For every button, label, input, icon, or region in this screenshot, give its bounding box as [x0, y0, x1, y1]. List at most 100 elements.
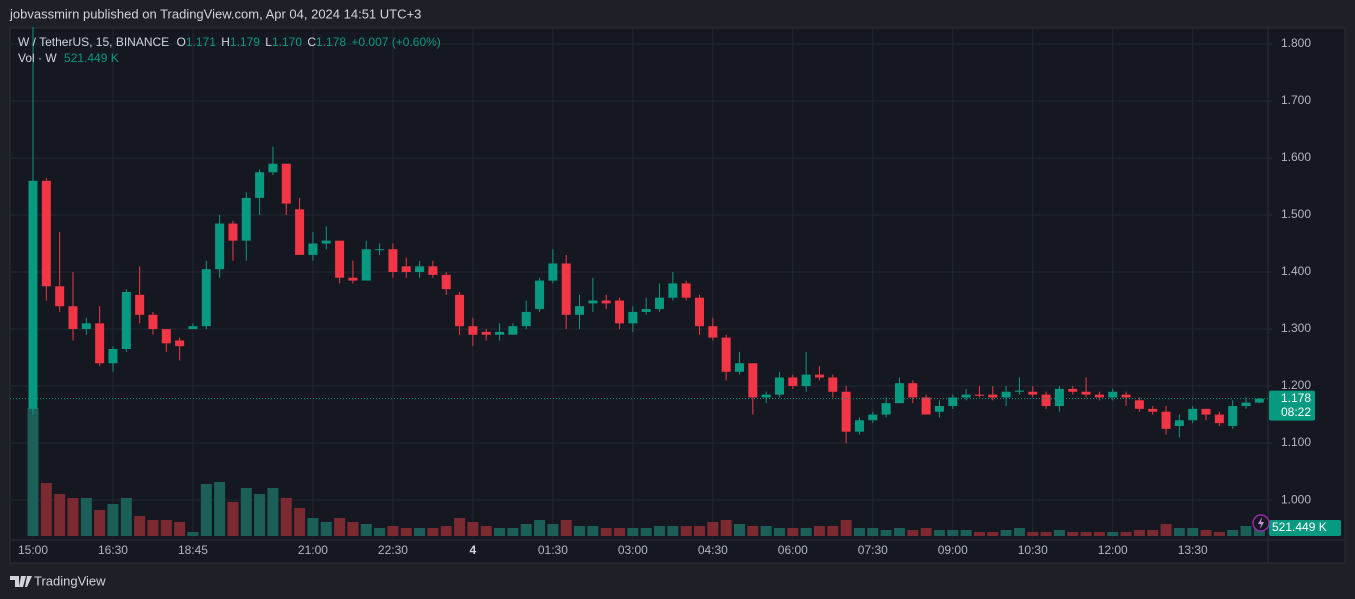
- candle-body: [148, 314, 158, 330]
- candle-body: [55, 286, 65, 307]
- x-tick-label: 01:30: [538, 543, 568, 557]
- candle-body: [308, 243, 318, 255]
- candle-body: [894, 383, 904, 404]
- volume-bar: [454, 518, 466, 536]
- candle-body: [868, 414, 878, 421]
- volume-bar: [614, 528, 626, 536]
- candle-body: [1054, 388, 1064, 407]
- volume-bar: [374, 528, 386, 536]
- volume-bar: [600, 528, 612, 536]
- volume-bar: [707, 522, 719, 536]
- candle-body: [788, 377, 798, 387]
- volume-bar: [360, 524, 372, 536]
- volume-bar: [787, 528, 799, 536]
- candle-body: [175, 340, 185, 347]
- volume-bar: [480, 526, 492, 536]
- candle-body: [641, 309, 651, 312]
- candle-body: [1041, 394, 1051, 407]
- y-tick-label: 1.600: [1281, 150, 1311, 164]
- volume-bar: [1187, 528, 1199, 536]
- candle-body: [95, 323, 105, 364]
- x-tick-label: 21:00: [298, 543, 328, 557]
- volume-bar: [973, 532, 985, 536]
- y-tick-label: 1.700: [1281, 93, 1311, 107]
- volume-bar: [1067, 532, 1079, 536]
- volume-bar: [907, 530, 919, 536]
- candle-body: [375, 249, 385, 251]
- volume-bar: [1053, 530, 1065, 536]
- volume-bar: [240, 488, 252, 536]
- volume-bar: [587, 526, 599, 536]
- volume-bar: [1173, 528, 1185, 536]
- volume-bar: [267, 488, 279, 536]
- volume-bar: [67, 498, 79, 536]
- legend-o-label: O: [177, 35, 186, 49]
- candle-body: [481, 331, 491, 335]
- legend: W / TetherUS, 15, BINANCE O1.171 H1.179 …: [18, 35, 441, 49]
- candle-body: [668, 283, 678, 298]
- candle-body: [655, 297, 665, 310]
- candle-body: [281, 163, 291, 204]
- candle-body: [335, 240, 345, 278]
- candle-body: [188, 326, 198, 330]
- volume-bar: [94, 510, 106, 536]
- candle-body: [1014, 390, 1024, 392]
- volume-bar: [720, 520, 732, 536]
- candle-body: [441, 274, 451, 290]
- legend-symbol: W / TetherUS, 15, BINANCE: [18, 35, 169, 49]
- last-price-label: 1.178: [1281, 391, 1311, 405]
- alert-bolt: [1258, 517, 1264, 529]
- chart-area: [9, 27, 1346, 564]
- legend-c-label: C: [307, 35, 316, 49]
- candle-body: [881, 403, 891, 415]
- volume-pill-label: 521.449 K: [1272, 520, 1327, 534]
- volume-bar: [1080, 532, 1092, 536]
- candle-body: [1148, 408, 1158, 412]
- volume-bar: [494, 528, 506, 536]
- candle-body: [841, 391, 851, 432]
- volume-bar: [893, 528, 905, 536]
- volume-bar: [294, 508, 306, 536]
- candles: [28, 26, 1264, 444]
- volume-bar: [574, 526, 586, 536]
- x-tick-label: 07:30: [858, 543, 888, 557]
- candle-body: [588, 300, 598, 304]
- volume-bar: [947, 530, 959, 536]
- y-tick-label: 1.100: [1281, 435, 1311, 449]
- candle-body: [814, 374, 824, 378]
- volume-bar: [680, 526, 692, 536]
- volume-bar: [987, 532, 999, 536]
- y-tick-label: 1.200: [1281, 378, 1311, 392]
- candle-body: [108, 348, 118, 364]
- x-tick-label: 06:00: [778, 543, 808, 557]
- legend-change: +0.007 (+0.60%): [351, 35, 440, 49]
- legend-o: 1.171: [186, 35, 216, 49]
- volume-bar: [214, 482, 226, 536]
- volume-bar: [627, 528, 639, 536]
- volume-bar: [40, 483, 52, 536]
- candle-body: [734, 363, 744, 372]
- volume-bar: [80, 498, 92, 536]
- legend-h: 1.179: [230, 35, 260, 49]
- candle-body: [1188, 408, 1198, 421]
- candle-body: [135, 294, 145, 315]
- candle-body: [615, 300, 625, 324]
- volume-bar: [1040, 532, 1052, 536]
- candle-body: [361, 249, 371, 281]
- candle-body: [468, 326, 478, 335]
- candle-body: [508, 326, 518, 335]
- candle-body: [255, 172, 265, 198]
- candle-body: [1094, 394, 1104, 398]
- volume-bar: [853, 528, 865, 536]
- volume-bar: [347, 522, 359, 536]
- candle-body: [695, 297, 704, 327]
- volume-bar: [1107, 532, 1119, 536]
- volume-bar: [1240, 526, 1252, 536]
- candle-body: [1254, 398, 1264, 403]
- volume-bar: [27, 408, 39, 536]
- volume-bar: [747, 526, 759, 536]
- candle-body: [201, 269, 211, 327]
- candle-body: [801, 374, 811, 387]
- candle-body: [1201, 408, 1211, 415]
